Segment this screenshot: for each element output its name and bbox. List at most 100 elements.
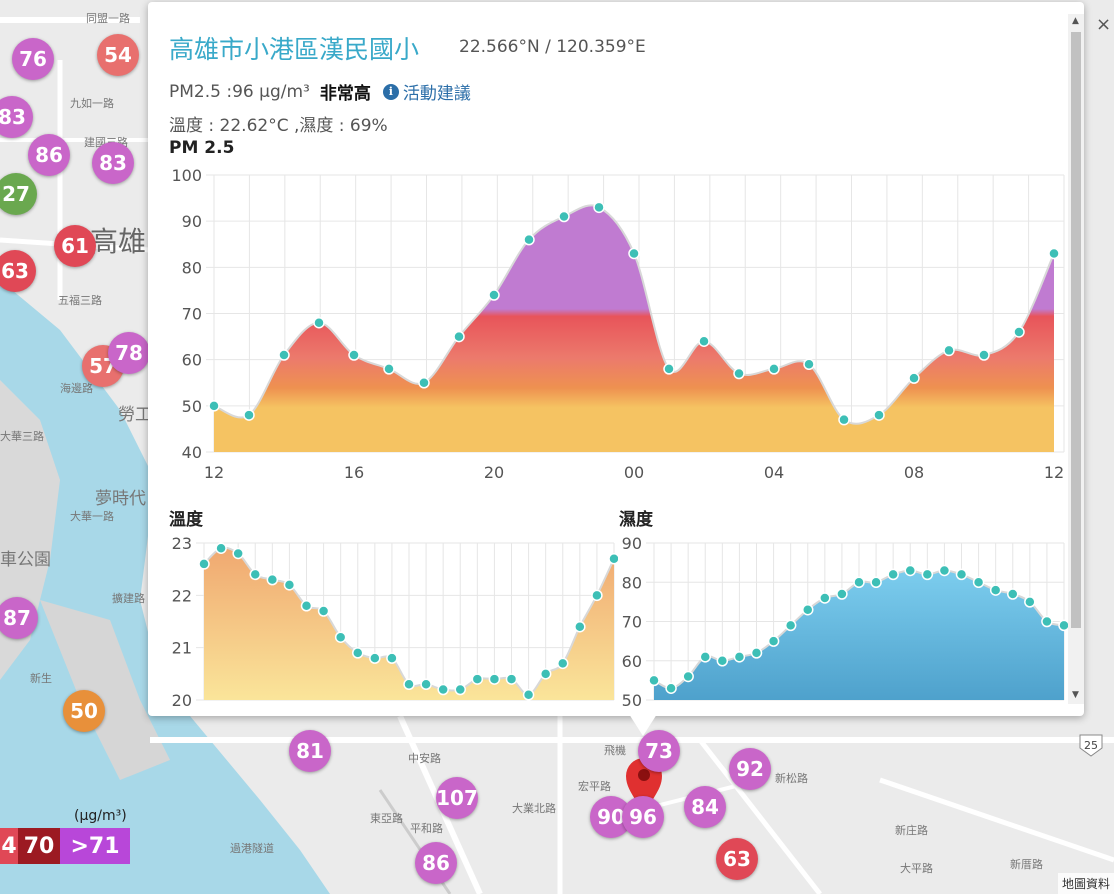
data-point[interactable] bbox=[648, 674, 660, 687]
data-point[interactable] bbox=[243, 409, 255, 421]
data-point[interactable] bbox=[383, 363, 395, 375]
scroll-thumb[interactable] bbox=[1071, 32, 1081, 628]
data-point[interactable] bbox=[522, 689, 535, 701]
data-point[interactable] bbox=[943, 344, 955, 357]
aqi-marker[interactable]: 83 bbox=[92, 142, 134, 184]
data-point[interactable] bbox=[198, 558, 210, 570]
aqi-marker[interactable]: 81 bbox=[289, 730, 331, 772]
data-point[interactable] bbox=[836, 588, 848, 600]
data-point[interactable] bbox=[853, 576, 865, 588]
scroll-up-icon[interactable]: ▲ bbox=[1072, 16, 1079, 26]
data-point[interactable] bbox=[591, 589, 603, 602]
data-point[interactable] bbox=[750, 647, 763, 659]
aqi-marker[interactable]: 83 bbox=[0, 96, 33, 138]
data-point[interactable] bbox=[266, 573, 279, 586]
data-point[interactable] bbox=[348, 349, 360, 361]
data-point[interactable] bbox=[972, 576, 985, 588]
data-point[interactable] bbox=[803, 358, 815, 371]
data-point[interactable] bbox=[768, 363, 780, 375]
data-point[interactable] bbox=[539, 668, 552, 680]
aqi-marker[interactable]: 54 bbox=[97, 34, 139, 76]
data-point[interactable] bbox=[317, 605, 330, 617]
info-icon[interactable]: i bbox=[382, 83, 399, 100]
data-point[interactable] bbox=[682, 670, 694, 683]
aqi-marker[interactable]: 27 bbox=[0, 173, 37, 215]
aqi-marker[interactable]: 86 bbox=[415, 842, 457, 884]
data-point[interactable] bbox=[386, 652, 398, 664]
data-point[interactable] bbox=[663, 363, 675, 375]
data-point[interactable] bbox=[870, 576, 882, 588]
data-point[interactable] bbox=[523, 233, 535, 246]
aqi-marker[interactable]: 63 bbox=[716, 838, 758, 880]
data-point[interactable] bbox=[955, 568, 968, 581]
data-point[interactable] bbox=[558, 210, 570, 223]
data-point[interactable] bbox=[1058, 619, 1068, 632]
data-point[interactable] bbox=[989, 584, 1002, 596]
data-point[interactable] bbox=[608, 552, 618, 565]
data-point[interactable] bbox=[665, 682, 677, 694]
aqi-marker[interactable]: 50 bbox=[63, 690, 105, 732]
data-point[interactable] bbox=[838, 413, 850, 426]
data-point[interactable] bbox=[418, 377, 430, 389]
data-point[interactable] bbox=[488, 673, 501, 685]
data-point[interactable] bbox=[283, 579, 296, 591]
data-point[interactable] bbox=[278, 349, 290, 361]
data-point[interactable] bbox=[819, 592, 831, 604]
data-point[interactable] bbox=[1007, 588, 1019, 600]
data-point[interactable] bbox=[453, 330, 465, 343]
location-pin-icon[interactable] bbox=[626, 758, 662, 822]
data-point[interactable] bbox=[938, 564, 951, 577]
data-point[interactable] bbox=[699, 651, 711, 663]
aqi-marker[interactable]: 73 bbox=[638, 730, 680, 772]
data-point[interactable] bbox=[733, 367, 745, 380]
data-point[interactable] bbox=[215, 542, 227, 554]
data-point[interactable] bbox=[557, 657, 569, 670]
popup-scrollbar[interactable]: ▲ ▼ bbox=[1068, 14, 1084, 704]
data-point[interactable] bbox=[978, 349, 990, 361]
data-point[interactable] bbox=[505, 673, 518, 685]
data-point[interactable] bbox=[454, 683, 466, 696]
data-point[interactable] bbox=[420, 678, 432, 691]
data-point[interactable] bbox=[208, 400, 220, 412]
data-point[interactable] bbox=[733, 651, 746, 663]
aqi-marker[interactable]: 107 bbox=[436, 777, 478, 819]
data-point[interactable] bbox=[1013, 326, 1025, 338]
data-point[interactable] bbox=[471, 673, 484, 685]
data-point[interactable] bbox=[574, 620, 586, 633]
data-point[interactable] bbox=[437, 683, 449, 696]
data-point[interactable] bbox=[802, 603, 814, 616]
data-point[interactable] bbox=[716, 655, 729, 667]
data-point[interactable] bbox=[334, 631, 347, 643]
aqi-marker[interactable]: 87 bbox=[0, 597, 38, 639]
data-point[interactable] bbox=[1024, 596, 1036, 608]
data-point[interactable] bbox=[921, 568, 934, 581]
data-point[interactable] bbox=[369, 652, 381, 664]
data-point[interactable] bbox=[887, 568, 899, 581]
aqi-marker[interactable]: 78 bbox=[108, 332, 150, 374]
data-point[interactable] bbox=[628, 247, 640, 260]
aqi-marker[interactable]: 61 bbox=[54, 225, 96, 267]
data-point[interactable] bbox=[1048, 247, 1060, 260]
data-point[interactable] bbox=[313, 316, 325, 329]
aqi-marker[interactable]: 84 bbox=[684, 786, 726, 828]
scroll-down-icon[interactable]: ▼ bbox=[1072, 690, 1079, 700]
data-point[interactable] bbox=[904, 564, 916, 577]
aqi-marker[interactable]: 86 bbox=[28, 134, 70, 176]
map-attribution[interactable]: 地圖資料 bbox=[1057, 873, 1114, 894]
data-point[interactable] bbox=[232, 547, 244, 560]
data-point[interactable] bbox=[767, 635, 780, 647]
data-point[interactable] bbox=[873, 409, 885, 421]
data-point[interactable] bbox=[249, 568, 261, 581]
data-point[interactable] bbox=[1041, 615, 1053, 628]
aqi-marker[interactable]: 96 bbox=[622, 796, 664, 838]
data-point[interactable] bbox=[300, 600, 313, 612]
data-point[interactable] bbox=[784, 619, 797, 632]
aqi-marker[interactable]: 92 bbox=[729, 748, 771, 790]
aqi-marker[interactable]: 63 bbox=[0, 250, 36, 292]
data-point[interactable] bbox=[403, 678, 415, 691]
data-point[interactable] bbox=[698, 335, 710, 347]
data-point[interactable] bbox=[593, 201, 605, 214]
data-point[interactable] bbox=[352, 647, 364, 659]
activity-advice-link[interactable]: 活動建議 bbox=[402, 84, 471, 104]
data-point[interactable] bbox=[488, 289, 500, 301]
